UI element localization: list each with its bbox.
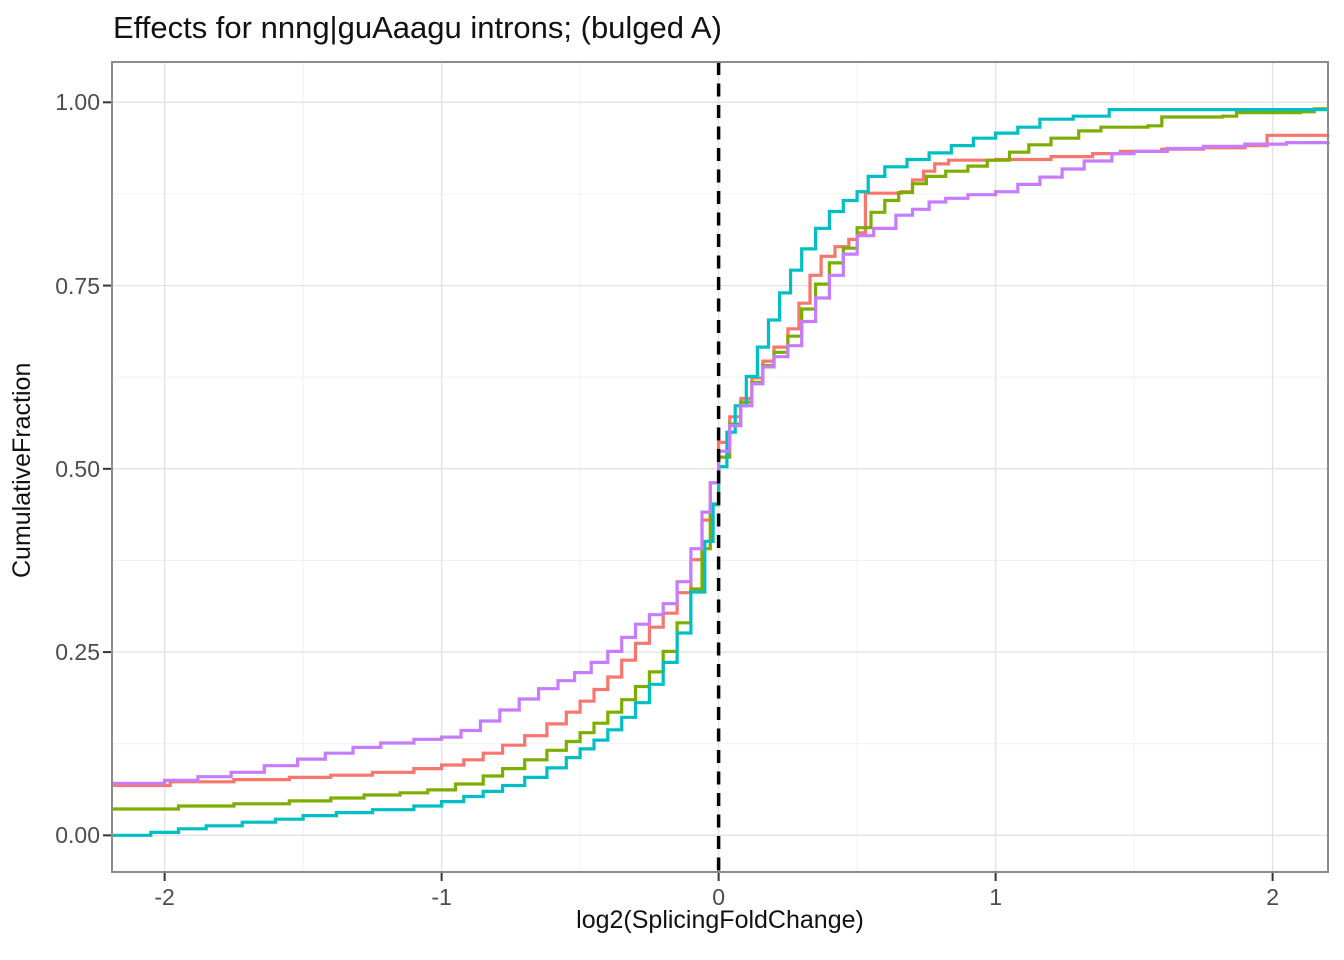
x-tick-label: 2 bbox=[1266, 884, 1279, 910]
ecdf-curve-salmon bbox=[112, 133, 1330, 788]
x-tick-label: -1 bbox=[431, 884, 452, 910]
x-tick-label: 1 bbox=[989, 884, 1002, 910]
y-tick-label: 1.00 bbox=[55, 89, 100, 116]
panel-border bbox=[111, 61, 1329, 873]
y-tick-label: 0.75 bbox=[55, 272, 100, 299]
ecdf-curve-teal bbox=[112, 108, 1328, 837]
x-tick-label: 0 bbox=[712, 884, 725, 910]
x-tick-label: -2 bbox=[154, 884, 175, 910]
y-tick-label: 0.50 bbox=[55, 455, 100, 482]
y-tick-label: 0.25 bbox=[55, 639, 100, 666]
ecdf-curve-purple bbox=[112, 141, 1330, 785]
y-tick-label: 0.00 bbox=[55, 822, 100, 849]
x-axis-title: log2(SplicingFoldChange) bbox=[576, 906, 864, 934]
chart-title: Effects for nnng|guAaagu introns; (bulge… bbox=[113, 10, 722, 45]
